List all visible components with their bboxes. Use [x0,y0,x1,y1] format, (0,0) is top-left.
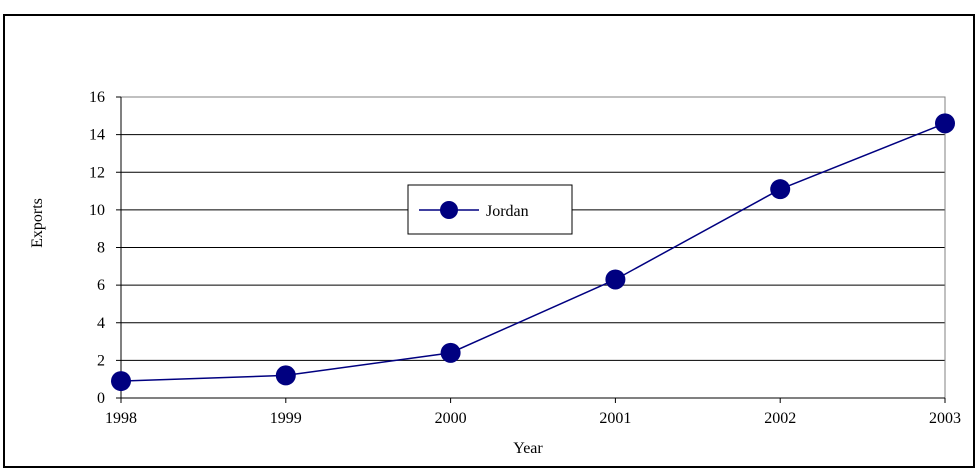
x-tick-label: 1998 [105,410,137,427]
y-tick-label: 8 [97,240,105,257]
data-point [275,365,296,386]
x-tick-labels: 1998 1999 2000 2001 2002 2003 [105,410,961,427]
x-axis-title: Year [513,440,543,457]
y-tick-label: 10 [89,202,105,219]
data-point [111,371,131,392]
y-tick-label: 14 [89,127,105,144]
axes [116,96,946,403]
y-tick-label: 12 [89,164,105,181]
y-tick-label: 4 [97,315,105,332]
y-tick-label: 6 [97,277,105,294]
x-tick-label: 2001 [599,410,631,427]
data-point [770,179,791,200]
data-point [440,342,461,363]
series-line [120,122,946,382]
chart-area-border [3,14,975,468]
x-tick-label: 2000 [435,410,467,427]
y-tick-labels: 0 2 4 6 8 10 12 14 16 [89,89,105,407]
y-axis-title: Exports [29,198,46,248]
legend-label-jordan: Jordan [486,203,529,220]
y-tick-label: 2 [97,352,105,369]
y-tick-label: 0 [97,390,105,407]
data-point [605,269,626,290]
x-tick-label: 2002 [764,410,796,427]
x-tick-label: 2003 [929,410,961,427]
legend: Jordan [407,184,573,235]
legend-marker [440,201,458,219]
x-tick-label: 1999 [270,410,302,427]
y-tick-label: 16 [89,89,105,106]
series-jordan [111,113,955,392]
data-point [935,113,955,134]
